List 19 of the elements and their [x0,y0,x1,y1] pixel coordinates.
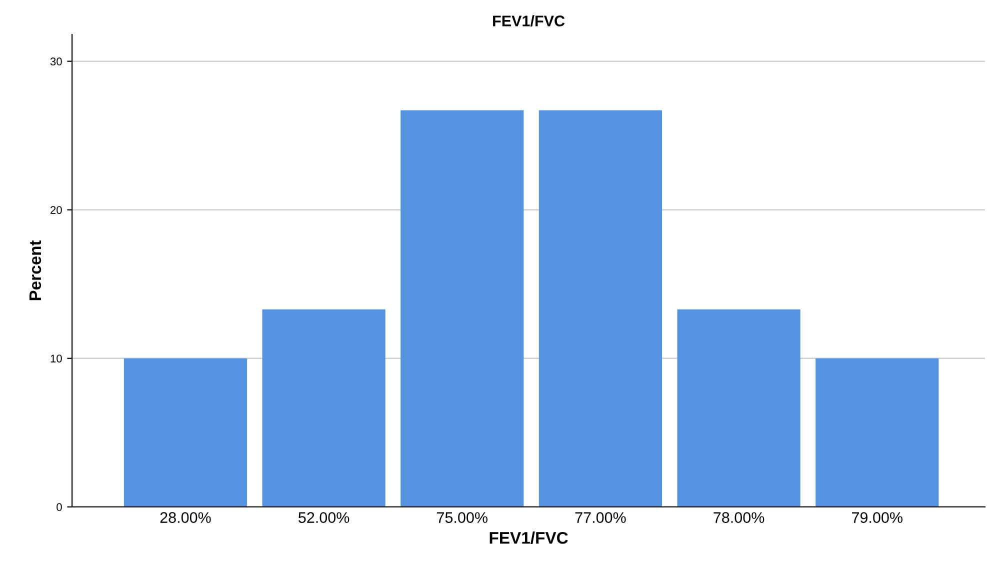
bar [262,309,386,507]
x-tick-label: 28.00% [160,512,211,523]
y-tick-label: 30 [50,58,62,66]
x-tick-label: 52.00% [298,512,350,523]
bar [538,110,662,507]
x-tick-label: 78.00% [714,512,764,523]
y-axis-title: Percent [29,240,42,300]
y-tick-label: 10 [50,354,62,362]
x-tick-label: 79.00% [852,512,902,523]
x-tick-label: 77.00% [575,512,626,523]
chart-title: FEV1/FVC [493,15,565,27]
bar [816,358,939,507]
x-tick-label: 75.00% [437,512,488,523]
bar [400,110,524,507]
x-axis-title: FEV1/FVC [490,532,568,544]
bar [124,358,248,507]
y-tick-label: 0 [56,503,62,512]
bar [677,309,800,507]
y-tick-label: 20 [50,206,62,214]
